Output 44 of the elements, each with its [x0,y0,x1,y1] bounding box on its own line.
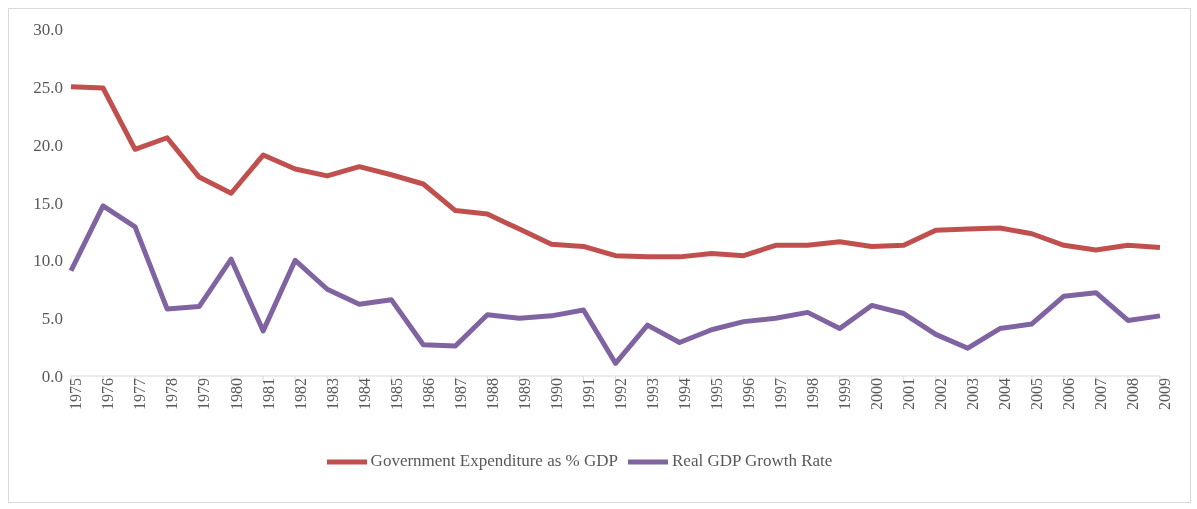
y-tick-label: 25.0 [33,77,63,97]
x-tick-label: 1989 [515,378,533,410]
y-tick-label: 10.0 [33,251,63,271]
x-tick-label: 2005 [1028,378,1046,410]
x-tick-label: 1977 [131,378,149,410]
y-tick-label: 5.0 [41,309,63,329]
x-tick-label: 2003 [964,378,982,410]
x-tick-label: 1995 [707,378,725,410]
x-tick-label: 1981 [259,378,277,410]
x-tick-label: 1980 [227,378,245,410]
x-tick-label: 1983 [323,378,341,410]
y-tick-label: 0.0 [41,367,63,387]
x-tick-label: 1999 [836,378,854,410]
legend-label: Real GDP Growth Rate [672,450,833,470]
x-tick-label: 1975 [67,378,85,410]
x-tick-label: 1987 [451,378,469,410]
x-tick-label: 2009 [1156,378,1174,410]
x-tick-label: 1979 [195,378,213,410]
x-tick-label: 1976 [99,378,117,410]
x-tick-label: 1998 [804,378,822,410]
x-tick-label: 1993 [643,378,661,410]
y-tick-label: 15.0 [33,193,63,213]
x-tick-label: 1978 [163,378,181,410]
x-tick-label: 1994 [675,378,693,410]
x-tick-label: 1991 [579,378,597,410]
x-tick-label: 2002 [932,378,950,410]
x-tick-label: 2006 [1060,378,1078,410]
x-tick-label: 1990 [547,378,565,410]
y-tick-label: 20.0 [33,135,63,155]
x-tick-label: 1996 [739,378,757,410]
x-tick-label: 1985 [387,378,405,410]
x-tick-label: 1997 [772,378,790,410]
y-tick-label: 30.0 [33,20,63,40]
legend-label: Government Expenditure as % GDP [370,450,618,470]
x-tick-label: 2001 [900,378,918,410]
x-tick-label: 2004 [996,378,1014,410]
x-tick-label: 2008 [1124,378,1142,410]
x-tick-label: 2000 [868,378,886,410]
x-tick-label: 2007 [1092,378,1110,410]
x-tick-label: 1992 [611,378,629,410]
x-tick-label: 1984 [355,378,373,410]
x-tick-label: 1986 [419,378,437,410]
x-tick-label: 1988 [483,378,501,410]
x-tick-label: 1982 [291,378,309,410]
